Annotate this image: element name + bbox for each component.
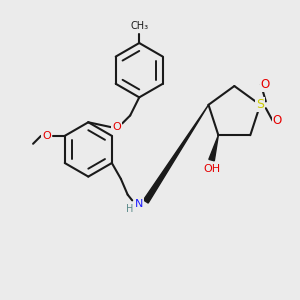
Text: S: S <box>256 98 264 111</box>
Text: O: O <box>261 78 270 91</box>
Text: O: O <box>42 131 51 141</box>
Text: O: O <box>112 122 121 132</box>
Text: CH₃: CH₃ <box>130 21 148 31</box>
Polygon shape <box>209 135 218 161</box>
Polygon shape <box>143 105 208 203</box>
Text: O: O <box>273 114 282 128</box>
Text: OH: OH <box>203 164 220 174</box>
Text: N: N <box>135 199 143 209</box>
Text: H: H <box>126 204 134 214</box>
